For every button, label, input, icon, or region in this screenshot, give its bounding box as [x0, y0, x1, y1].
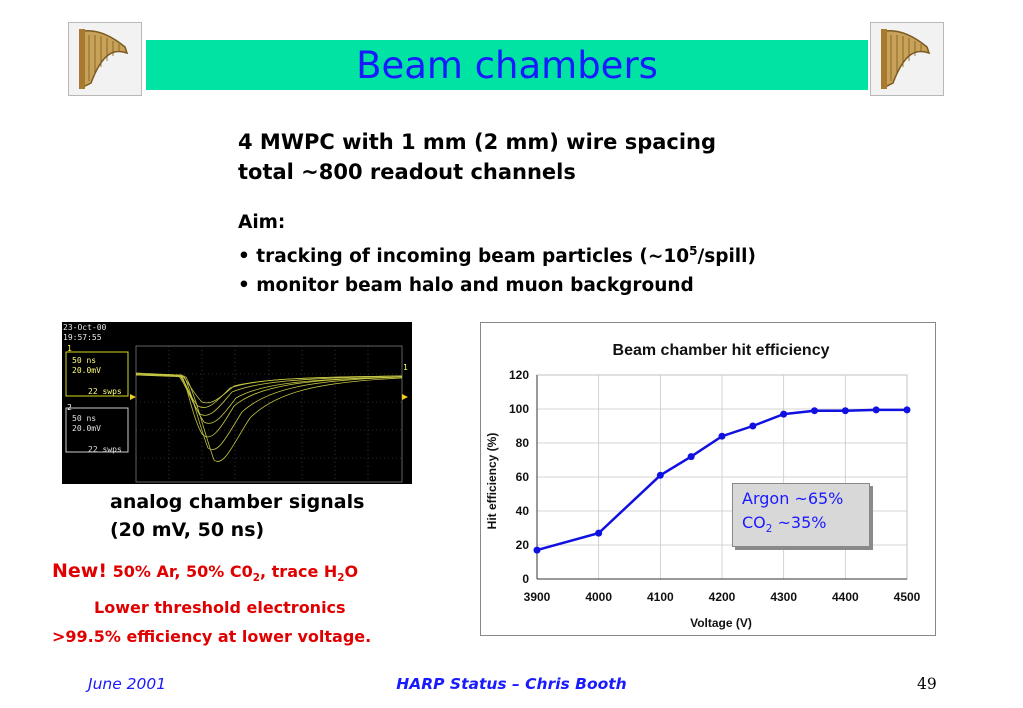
- chart-y-axis-label: Hit efficiency (%): [485, 433, 499, 530]
- aim-bullet-1-suffix: /spill): [697, 246, 756, 268]
- gas-note-line-2: Lower threshold electronics: [94, 598, 346, 618]
- chart-data-point: [687, 453, 695, 461]
- gas-sub-2: 2: [337, 572, 345, 585]
- chart-x-tick-label: 4500: [894, 590, 921, 604]
- chart-data-point: [533, 546, 541, 554]
- scope-right-marker: 1: [403, 363, 408, 372]
- chart-data-point: [872, 406, 880, 414]
- gas-text-1: 50% Ar, 50% C0: [107, 562, 253, 581]
- intro-line-2: total ~800 readout channels: [238, 160, 576, 184]
- chart-y-tick-label: 20: [516, 538, 530, 552]
- aim-block: Aim: • tracking of incoming beam particl…: [238, 208, 756, 300]
- page-number: 49: [917, 675, 937, 693]
- gas-sub-1: 2: [252, 572, 260, 585]
- chart-x-tick-label: 4400: [832, 590, 859, 604]
- scope-time: 19:57:55: [63, 333, 102, 342]
- scope-ch1-sweeps: 22 swps: [88, 387, 122, 396]
- annotation-sub: 2: [765, 523, 773, 536]
- chart-x-tick-label: 4300: [770, 590, 797, 604]
- scope-caption-line-1: analog chamber signals: [110, 491, 365, 513]
- gas-note-line-1: New! 50% Ar, 50% C02, trace H2O: [52, 557, 422, 593]
- intro-line-1: 4 MWPC with 1 mm (2 mm) wire spacing: [238, 130, 717, 154]
- scope-caption: analog chamber signals (20 mV, 50 ns): [110, 488, 364, 544]
- slide-title: Beam chambers: [356, 44, 658, 87]
- scope-ch2-time: 50 ns: [72, 414, 96, 423]
- chart-x-axis-label: Voltage (V): [690, 616, 752, 630]
- aim-bullet-1: • tracking of incoming beam particles (~…: [238, 237, 756, 271]
- scope-caption-line-2: (20 mV, 50 ns): [110, 519, 265, 541]
- footer-title: HARP Status – Chris Booth: [396, 675, 627, 693]
- gas-text-2: , trace H: [260, 562, 338, 581]
- annotation-line-2: CO2 ~35%: [742, 511, 869, 541]
- gas-note: New! 50% Ar, 50% C02, trace H2O Lower th…: [52, 557, 422, 651]
- chart-data-point: [656, 471, 664, 479]
- scope-traces: [135, 372, 403, 462]
- chart-data-point: [718, 432, 726, 440]
- annotation-line-1: Argon ~65%: [742, 489, 844, 508]
- efficiency-chart: Beam chamber hit efficiency Voltage (V) …: [480, 322, 936, 636]
- new-label: New!: [52, 560, 108, 582]
- chart-y-tick-label: 0: [522, 572, 529, 586]
- chart-data-point: [780, 410, 788, 418]
- gas-note-line-3: >99.5% efficiency at lower voltage.: [52, 627, 372, 647]
- chart-y-tick-label: 60: [516, 470, 530, 484]
- chart-x-tick-label: 4000: [585, 590, 612, 604]
- scope-ch1-time: 50 ns: [72, 356, 96, 365]
- chart-x-tick-label: 4100: [647, 590, 674, 604]
- scope-ch2-sweeps: 22 swps: [88, 445, 122, 454]
- scope-ch2-volt: 20.0mV: [72, 424, 101, 433]
- chart-title: Beam chamber hit efficiency: [613, 342, 830, 359]
- harp-logo-left: [68, 22, 142, 96]
- scope-ch1-label: 1: [67, 344, 72, 353]
- chart-y-tick-label: 120: [509, 368, 529, 382]
- chart-y-tick-label: 100: [509, 402, 529, 416]
- chart-y-tick-label: 40: [516, 504, 530, 518]
- chart-data-point: [903, 406, 911, 414]
- chart-data-point: [811, 407, 818, 415]
- scope-ch2-label: 2: [67, 403, 72, 412]
- scope-trigger-markers: [130, 394, 408, 400]
- chart-data-point: [841, 407, 849, 415]
- footer-date: June 2001: [88, 675, 167, 693]
- aim-heading: Aim:: [238, 212, 286, 233]
- gas-text-3: O: [344, 562, 359, 581]
- scope-ch1-box: [65, 351, 129, 397]
- scope-ch2-box: [65, 407, 129, 453]
- gas-mixture-annotation: Argon ~65% CO2 ~35%: [732, 483, 870, 547]
- harp-logo-right: [870, 22, 944, 96]
- aim-bullet-2: • monitor beam halo and muon background: [238, 275, 694, 297]
- chart-x-tick-label: 4200: [709, 590, 736, 604]
- chart-y-tick-label: 80: [516, 436, 530, 450]
- aim-bullet-1-text: • tracking of incoming beam particles (~…: [238, 246, 690, 268]
- chart-data-point: [595, 529, 603, 537]
- scope-date: 23-Oct-00: [63, 323, 107, 332]
- title-bar: [146, 40, 868, 90]
- chart-data-point: [749, 422, 757, 430]
- aim-bullet-1-exponent: 5: [689, 244, 698, 258]
- efficiency-chart-svg: Beam chamber hit efficiency Voltage (V) …: [485, 342, 921, 630]
- oscilloscope-screenshot: 23-Oct-00 19:57:55 1 50 ns 20.0mV 22 swp…: [62, 322, 412, 484]
- chart-x-tick-label: 3900: [524, 590, 551, 604]
- annotation-co: CO: [742, 513, 766, 532]
- annotation-percent: ~35%: [772, 513, 827, 532]
- scope-ch1-volt: 20.0mV: [72, 366, 101, 375]
- intro-text: 4 MWPC with 1 mm (2 mm) wire spacing tot…: [238, 127, 716, 187]
